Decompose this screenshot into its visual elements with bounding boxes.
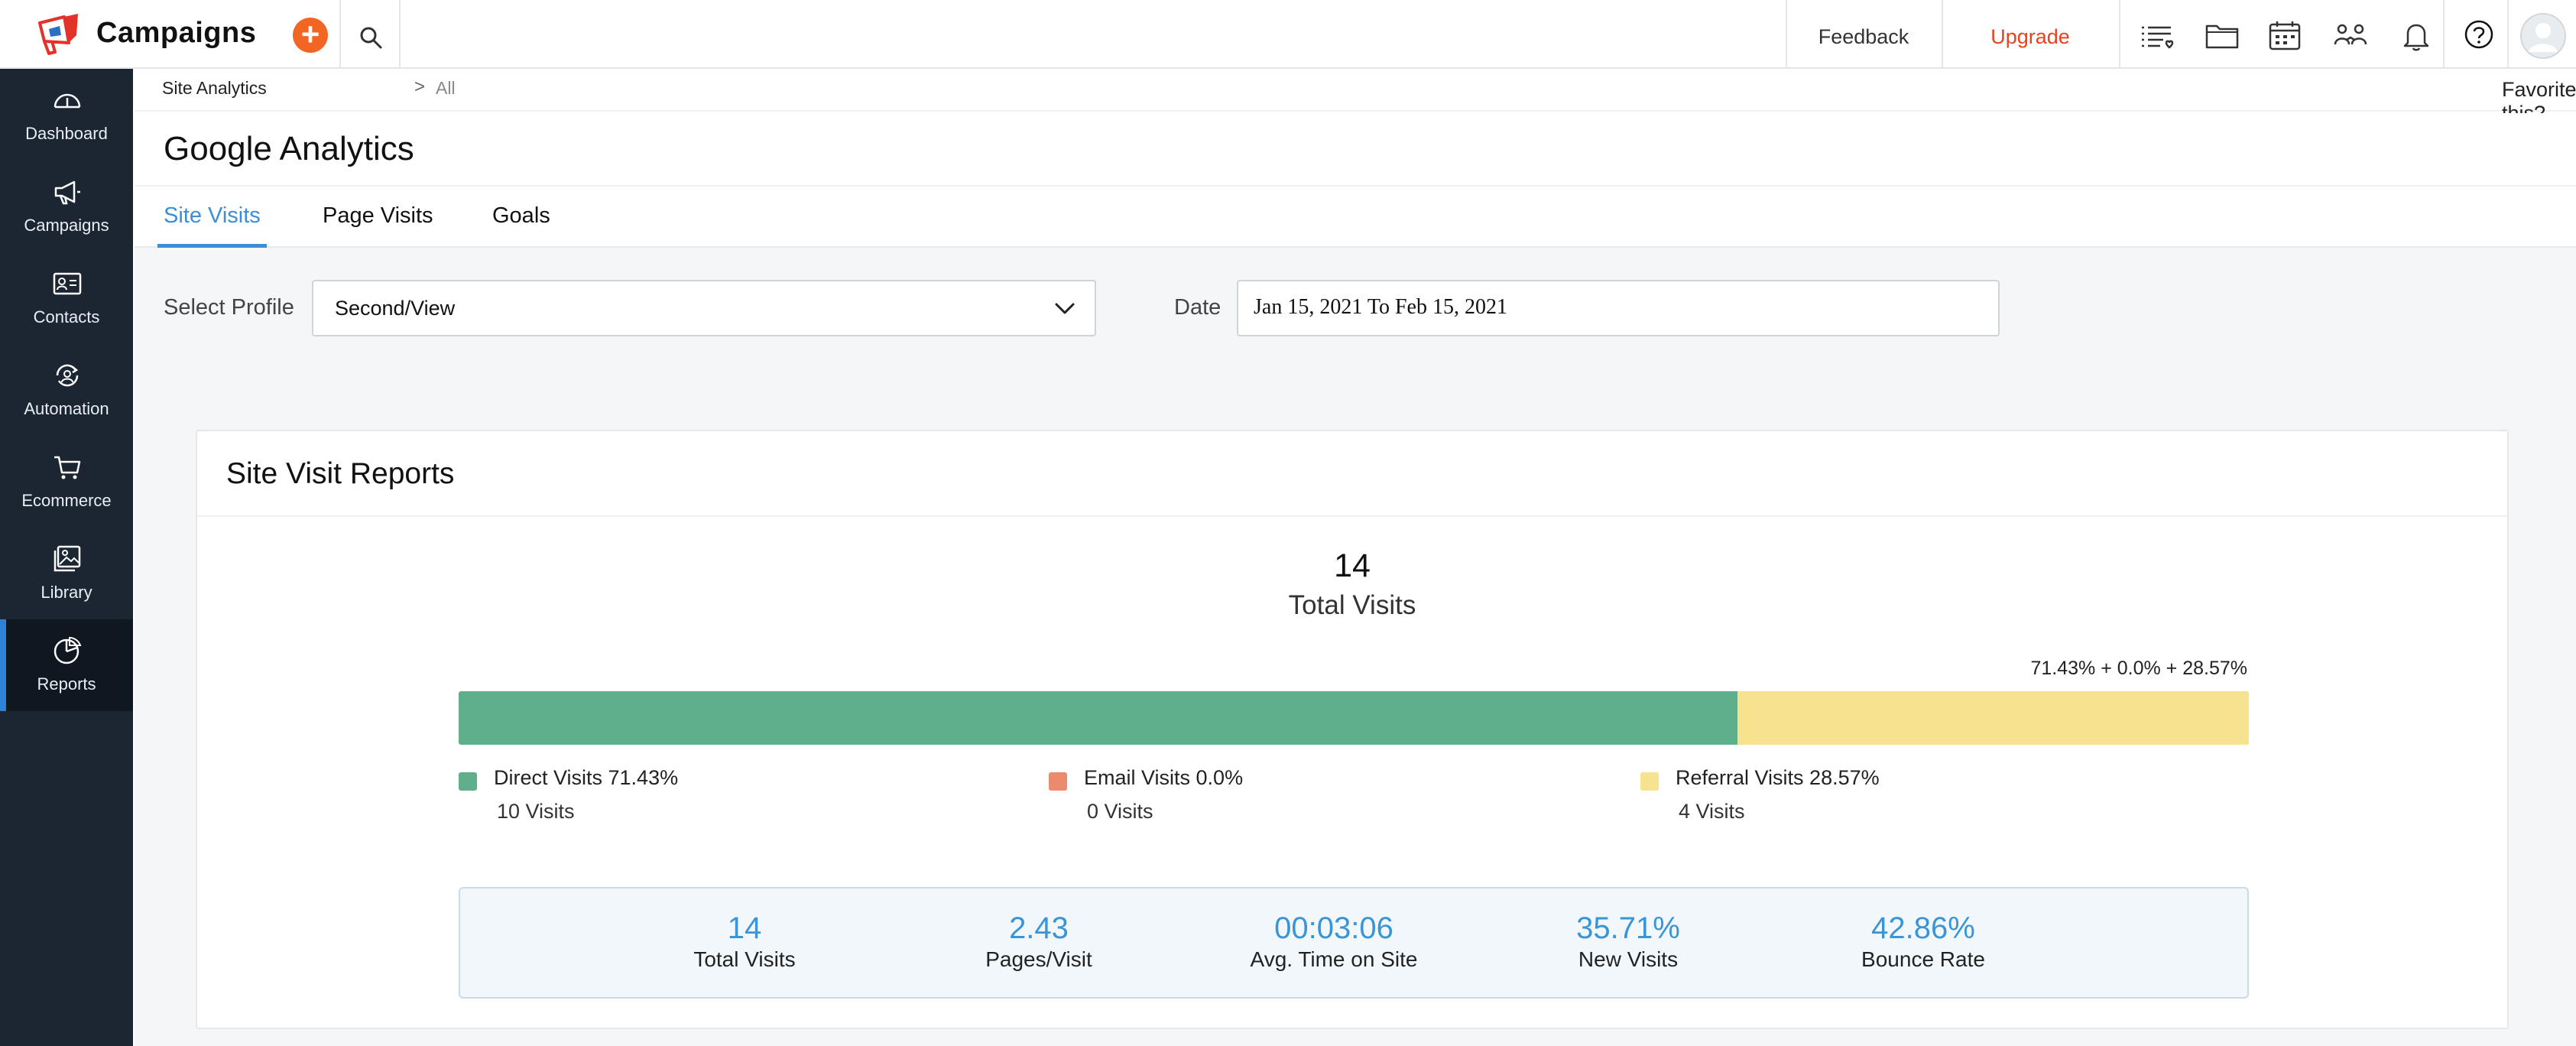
legend-visits: 10 Visits xyxy=(497,800,575,823)
profile-label: Select Profile xyxy=(164,295,294,320)
divider xyxy=(2443,0,2445,67)
breadcrumb-current: All xyxy=(436,78,456,98)
sidebar: Dashboard Campaigns Contacts Automation xyxy=(0,69,133,1046)
divider xyxy=(339,0,341,67)
tab-site-visits[interactable]: Site Visits xyxy=(157,203,267,248)
stat-label: New Visits xyxy=(1578,947,1679,971)
legend-swatch xyxy=(1049,772,1067,791)
divider xyxy=(1942,0,1943,67)
sidebar-item-label: Contacts xyxy=(33,307,100,326)
megaphone-icon xyxy=(54,180,80,205)
profile-select-value: Second/View xyxy=(335,297,456,320)
stat-label: Pages/Visit xyxy=(985,947,1092,971)
sidebar-item-label: Campaigns xyxy=(24,216,109,235)
stats-summary-panel: 14 Total Visits 2.43 Pages/Visit 00:03:0… xyxy=(459,887,2249,999)
automation-icon xyxy=(56,364,79,387)
sidebar-item-ecommerce[interactable]: Ecommerce xyxy=(0,436,133,528)
sidebar-item-campaigns[interactable]: Campaigns xyxy=(0,161,133,252)
legend-swatch xyxy=(459,772,477,791)
divider xyxy=(1786,0,1787,67)
stat-new-visits: 35.71% New Visits xyxy=(1483,911,1773,972)
sidebar-item-label: Library xyxy=(41,583,92,602)
calendar-icon[interactable] xyxy=(2266,17,2304,55)
stat-pages-per-visit: 2.43 Pages/Visit xyxy=(894,911,1184,972)
upgrade-link[interactable]: Upgrade xyxy=(1990,25,2070,48)
legend-visits: 0 Visits xyxy=(1087,800,1153,823)
stat-value: 35.71% xyxy=(1576,911,1680,945)
tab-bar: Site Visits Page Visits Goals xyxy=(135,188,2576,248)
cart-icon xyxy=(54,456,81,479)
stat-label: Total Visits xyxy=(693,947,796,971)
tab-goals[interactable]: Goals xyxy=(492,203,550,228)
divider xyxy=(2119,0,2120,67)
sidebar-item-label: Dashboard xyxy=(25,124,108,143)
folder-icon[interactable] xyxy=(2203,17,2241,55)
divider xyxy=(2507,0,2509,67)
stat-total-visits: 14 Total Visits xyxy=(599,911,890,972)
page-title: Google Analytics xyxy=(164,130,414,167)
sidebar-item-reports[interactable]: Reports xyxy=(0,619,133,711)
top-bar: Campaigns + Feedback Upgrade xyxy=(0,0,2576,69)
sidebar-item-dashboard[interactable]: Dashboard xyxy=(0,69,133,161)
sidebar-item-label: Reports xyxy=(37,674,96,694)
image-library-icon xyxy=(54,545,81,572)
profile-select[interactable]: Second/View xyxy=(312,280,1096,336)
campaigns-logo-icon[interactable] xyxy=(34,12,83,58)
sidebar-item-automation[interactable]: Automation xyxy=(0,344,133,436)
main-content: Select Profile Second/View Date Jan 15, … xyxy=(135,248,2576,1046)
stat-value: 00:03:06 xyxy=(1274,911,1393,945)
legend-visits: 4 Visits xyxy=(1679,800,1745,823)
breadcrumb-separator: > xyxy=(414,76,426,97)
sidebar-item-library[interactable]: Library xyxy=(0,528,133,619)
visits-stacked-bar xyxy=(459,691,2249,745)
legend-swatch xyxy=(1640,772,1659,791)
search-icon[interactable] xyxy=(358,24,384,50)
breadcrumb-parent-link[interactable]: Site Analytics xyxy=(162,78,267,98)
avatar[interactable] xyxy=(2519,12,2567,60)
legend-label: Email Visits 0.0% xyxy=(1084,766,1244,789)
stat-value: 2.43 xyxy=(1009,911,1069,945)
legend-label: Referral Visits 28.57% xyxy=(1676,766,1880,789)
help-icon[interactable] xyxy=(2460,17,2498,55)
stat-bounce-rate: 42.86% Bounce Rate xyxy=(1778,911,2068,972)
date-range-field[interactable]: Jan 15, 2021 To Feb 15, 2021 xyxy=(1237,280,2000,336)
feedback-link[interactable]: Feedback xyxy=(1818,25,1909,48)
percent-summary: 71.43% + 0.0% + 28.57% xyxy=(2030,658,2247,679)
legend-label: Direct Visits 71.43% xyxy=(494,766,679,789)
team-icon[interactable] xyxy=(2331,17,2370,55)
app-title: Campaigns xyxy=(96,17,257,49)
stat-label: Bounce Rate xyxy=(1861,947,1985,971)
contact-card-icon xyxy=(53,272,82,295)
sidebar-item-label: Ecommerce xyxy=(21,491,112,510)
stat-value: 14 xyxy=(727,911,762,945)
site-visit-reports-card: Site Visit Reports 14 Total Visits 71.43… xyxy=(196,430,2509,1029)
stat-avg-time-on-site: 00:03:06 Avg. Time on Site xyxy=(1189,911,1479,972)
breadcrumb: Site Analytics > All Favorite this? xyxy=(135,69,2576,125)
referral-visits-segment xyxy=(1737,691,2249,745)
tab-page-visits[interactable]: Page Visits xyxy=(323,203,433,228)
card-title: Site Visit Reports xyxy=(226,457,455,490)
list-icon[interactable] xyxy=(2137,17,2175,55)
stat-value: 42.86% xyxy=(1871,911,1975,945)
sidebar-item-label: Automation xyxy=(24,399,109,418)
sidebar-item-contacts[interactable]: Contacts xyxy=(0,252,133,344)
chevron-down-icon xyxy=(1055,303,1075,314)
page-header: Google Analytics xyxy=(135,113,2576,187)
direct-visits-segment xyxy=(459,691,1737,745)
add-button[interactable]: + xyxy=(293,18,328,53)
dashboard-icon xyxy=(54,93,81,109)
bell-icon[interactable] xyxy=(2397,17,2435,55)
total-visits-value: 14 xyxy=(1334,547,1371,584)
stat-label: Avg. Time on Site xyxy=(1250,947,1418,971)
pie-chart-icon xyxy=(54,636,82,664)
divider xyxy=(399,0,401,67)
date-label: Date xyxy=(1174,295,1221,320)
card-header: Site Visit Reports xyxy=(197,431,2507,517)
total-visits-label: Total Visits xyxy=(1288,590,1416,620)
